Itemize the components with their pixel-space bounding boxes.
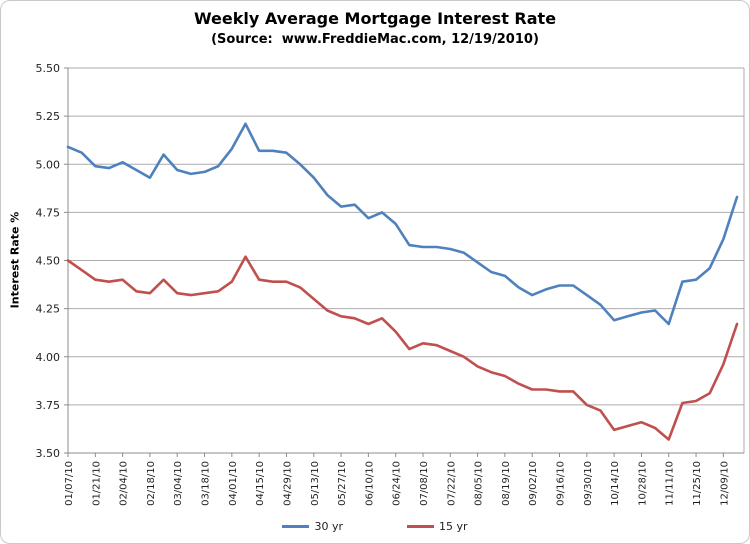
- svg-text:5.00: 5.00: [36, 158, 61, 171]
- svg-text:11/25/10: 11/25/10: [692, 461, 703, 506]
- legend-30yr-line-icon: [282, 525, 310, 528]
- svg-text:04/01/10: 04/01/10: [228, 461, 239, 506]
- svg-text:07/08/10: 07/08/10: [419, 461, 430, 506]
- chart-title: Weekly Average Mortgage Interest Rate: [193, 9, 557, 28]
- svg-text:3.75: 3.75: [36, 399, 61, 412]
- svg-text:09/30/10: 09/30/10: [583, 461, 594, 506]
- svg-text:4.25: 4.25: [36, 303, 61, 316]
- svg-text:05/13/10: 05/13/10: [310, 461, 321, 506]
- svg-text:5.50: 5.50: [36, 62, 61, 75]
- svg-text:5.25: 5.25: [36, 110, 61, 123]
- legend-15yr-label: 15 yr: [439, 520, 468, 533]
- svg-text:3.50: 3.50: [36, 447, 61, 460]
- svg-text:04/29/10: 04/29/10: [282, 461, 293, 506]
- svg-text:08/05/10: 08/05/10: [474, 461, 485, 506]
- svg-text:07/22/10: 07/22/10: [446, 461, 457, 506]
- svg-text:4.75: 4.75: [36, 206, 61, 219]
- svg-text:06/24/10: 06/24/10: [392, 461, 403, 506]
- svg-text:01/21/10: 01/21/10: [91, 461, 102, 506]
- y-gridlines: [64, 67, 744, 454]
- svg-text:04/15/10: 04/15/10: [255, 461, 266, 506]
- legend-item-15yr: 15 yr: [407, 520, 468, 533]
- legend-item-30yr: 30 yr: [282, 520, 343, 533]
- svg-text:05/27/10: 05/27/10: [337, 461, 348, 506]
- svg-text:03/18/10: 03/18/10: [201, 461, 212, 506]
- legend-15yr-line-icon: [407, 525, 434, 528]
- y-axis-labels: 3.50 3.75 4.00 4.25 4.50 4.75 5.00 5.25 5.50: [36, 62, 61, 460]
- svg-text:10/28/10: 10/28/10: [637, 461, 648, 506]
- svg-text:02/04/10: 02/04/10: [119, 461, 130, 506]
- svg-text:09/02/10: 09/02/10: [528, 461, 539, 506]
- svg-text:03/04/10: 03/04/10: [173, 461, 184, 506]
- x-axis-labels: 01/07/10 01/21/10 02/04/10 02/18/10 03/04/10…: [64, 453, 730, 506]
- svg-text:08/19/10: 08/19/10: [501, 461, 512, 506]
- svg-text:12/09/10: 12/09/10: [719, 461, 730, 506]
- svg-text:4.50: 4.50: [36, 255, 61, 268]
- legend-30yr-label: 30 yr: [314, 520, 343, 533]
- series-line-15-yr: [66, 255, 739, 441]
- series-line-30-yr: [66, 122, 739, 326]
- chart-subtitle: (Source: www.FreddieMac.com, 12/19/2010): [211, 32, 539, 47]
- svg-text:06/10/10: 06/10/10: [364, 461, 375, 506]
- svg-text:02/18/10: 02/18/10: [146, 461, 157, 506]
- chart-legend: 30 yr 15 yr: [1, 520, 749, 533]
- svg-text:10/14/10: 10/14/10: [610, 461, 621, 506]
- svg-text:4.00: 4.00: [36, 351, 61, 364]
- svg-text:09/16/10: 09/16/10: [556, 461, 567, 506]
- svg-text:11/11/10: 11/11/10: [665, 461, 676, 506]
- svg-text:01/07/10: 01/07/10: [64, 461, 75, 506]
